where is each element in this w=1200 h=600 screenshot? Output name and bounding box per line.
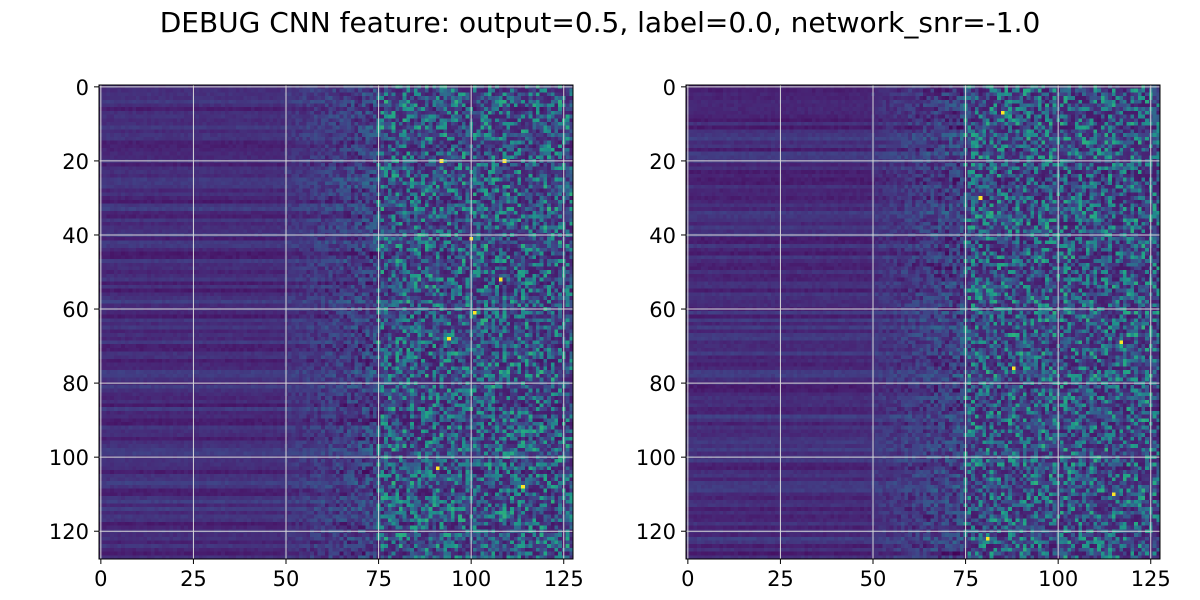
y-tick-label: 20 [62, 150, 89, 174]
y-tick-label: 20 [649, 150, 676, 174]
y-tick-label: 40 [62, 224, 89, 248]
axes-frame [685, 84, 1161, 560]
y-tick-label: 80 [62, 372, 89, 396]
x-tick-label: 75 [952, 567, 979, 591]
y-tick-label: 120 [49, 520, 89, 544]
x-tick-label: 125 [1131, 567, 1171, 591]
x-tick-label: 0 [94, 567, 107, 591]
x-tick-label: 75 [365, 567, 392, 591]
y-tick-label: 120 [636, 520, 676, 544]
x-tick-label: 25 [767, 567, 794, 591]
y-tick-label: 0 [663, 76, 676, 100]
x-tick-label: 125 [544, 567, 584, 591]
y-tick-label: 80 [649, 372, 676, 396]
x-tick-label: 25 [180, 567, 207, 591]
x-tick-label: 100 [1038, 567, 1078, 591]
x-tick-label: 100 [451, 567, 491, 591]
heatmap-panel-left: 0 25 50 75 100 125 0 20 40 60 80 100 120 [49, 76, 584, 591]
y-tick-label: 0 [76, 76, 89, 100]
axes-frame [98, 84, 574, 560]
heatmap-image [99, 85, 573, 559]
heatmap-image [686, 85, 1160, 559]
y-tick-label: 100 [636, 446, 676, 470]
y-tick-label: 60 [649, 298, 676, 322]
y-tick-label: 40 [649, 224, 676, 248]
heatmap-panel-right: 0 25 50 75 100 125 0 20 40 60 80 100 120 [636, 76, 1171, 591]
figure-title: DEBUG CNN feature: output=0.5, label=0.0… [159, 6, 1041, 39]
y-tick-label: 60 [62, 298, 89, 322]
x-tick-label: 50 [273, 567, 300, 591]
x-tick-label: 0 [681, 567, 694, 591]
y-tick-label: 100 [49, 446, 89, 470]
x-tick-label: 50 [860, 567, 887, 591]
